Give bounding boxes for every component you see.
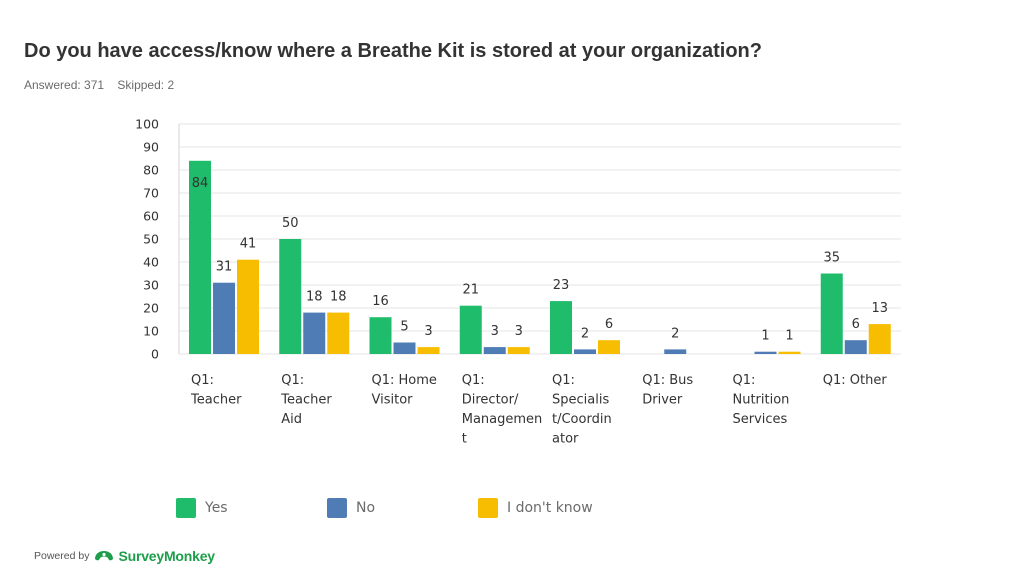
answered-count: Answered: 371 xyxy=(24,78,105,92)
bar-yes xyxy=(820,273,843,354)
bar-no xyxy=(303,312,326,354)
legend-item: Yes xyxy=(176,498,228,518)
data-label: 2 xyxy=(581,326,589,341)
data-label: 35 xyxy=(823,251,840,266)
data-label: 18 xyxy=(306,290,323,305)
chart-legend: Yes No I don't know xyxy=(0,498,1024,522)
bar-i-don-t-know xyxy=(417,347,440,354)
y-tick-label: 20 xyxy=(143,301,159,316)
data-label: 16 xyxy=(372,294,389,309)
data-label: 31 xyxy=(216,260,233,275)
bar-yes xyxy=(189,160,211,354)
data-label: 18 xyxy=(330,290,347,305)
bar-no xyxy=(213,282,235,354)
bar-chart: 0102030405060708090100843141Q1:Teacher50… xyxy=(135,117,901,447)
bar-i-don-t-know xyxy=(868,324,891,354)
legend-swatch xyxy=(478,498,498,518)
y-tick-label: 100 xyxy=(135,117,159,132)
data-label: 6 xyxy=(605,317,613,332)
response-stats: Answered: 371 Skipped: 2 xyxy=(24,78,184,92)
x-tick-label: Services xyxy=(733,412,788,427)
bar-i-don-t-know xyxy=(598,340,620,354)
y-tick-label: 40 xyxy=(143,255,159,270)
bar-i-don-t-know xyxy=(778,351,801,354)
legend-label: No xyxy=(356,500,376,516)
bar-i-don-t-know xyxy=(327,312,350,354)
data-label: 23 xyxy=(553,278,570,293)
bar-no xyxy=(574,349,596,354)
x-tick-label: Q1: xyxy=(191,373,214,388)
bar-yes xyxy=(550,301,572,354)
legend-item: No xyxy=(327,498,375,518)
data-label: 41 xyxy=(240,237,257,252)
x-tick-label: Teacher xyxy=(190,393,242,408)
legend-label: I don't know xyxy=(507,500,593,516)
bar-i-don-t-know xyxy=(237,259,259,354)
data-label: 13 xyxy=(871,301,888,316)
x-tick-label: Q1: xyxy=(281,373,304,388)
bar-i-don-t-know xyxy=(507,347,530,354)
data-label: 1 xyxy=(761,329,769,344)
powered-by-text: Powered by xyxy=(34,550,90,562)
x-tick-label: Q1: Home xyxy=(372,373,437,388)
bar-no xyxy=(483,347,506,354)
data-label: 84 xyxy=(192,176,209,191)
data-label: 6 xyxy=(852,317,860,332)
x-tick-label: Teacher xyxy=(280,393,332,408)
x-tick-label: Aid xyxy=(281,412,302,427)
data-label: 3 xyxy=(515,324,523,339)
x-tick-label: Driver xyxy=(642,393,683,408)
x-tick-label: t/Coordin xyxy=(552,412,612,427)
y-tick-label: 50 xyxy=(143,232,159,247)
data-label: 3 xyxy=(424,324,432,339)
data-label: 2 xyxy=(671,326,679,341)
bar-yes xyxy=(369,317,392,354)
x-tick-label: t xyxy=(462,432,467,447)
y-tick-label: 90 xyxy=(143,140,159,155)
y-tick-label: 30 xyxy=(143,278,159,293)
y-tick-label: 60 xyxy=(143,209,159,224)
y-tick-label: 70 xyxy=(143,186,159,201)
x-tick-label: Managemen xyxy=(462,412,543,427)
powered-by: Powered by SurveyMonkey xyxy=(34,548,215,564)
x-tick-label: ator xyxy=(552,432,579,447)
bar-yes xyxy=(279,239,302,354)
y-tick-label: 80 xyxy=(143,163,159,178)
x-tick-label: Q1: Bus xyxy=(642,373,693,388)
x-tick-label: Q1: Other xyxy=(823,373,888,388)
legend-swatch xyxy=(176,498,196,518)
x-tick-label: Director/ xyxy=(462,393,519,408)
legend-swatch xyxy=(327,498,347,518)
x-tick-label: Q1: xyxy=(552,373,575,388)
data-label: 50 xyxy=(282,216,299,231)
x-tick-label: Visitor xyxy=(372,393,414,408)
data-label: 21 xyxy=(462,283,479,298)
bar-no xyxy=(393,342,416,354)
bar-yes xyxy=(459,305,482,354)
x-tick-label: Q1: xyxy=(462,373,485,388)
legend-label: Yes xyxy=(205,500,228,516)
x-tick-label: Specialis xyxy=(552,393,609,408)
skipped-count: Skipped: 2 xyxy=(117,78,175,92)
bar-no xyxy=(844,340,867,354)
data-label: 5 xyxy=(400,320,408,335)
data-label: 3 xyxy=(491,324,499,339)
data-label: 1 xyxy=(785,329,793,344)
bar-no xyxy=(664,349,687,354)
x-tick-label: Q1: xyxy=(733,373,756,388)
bar-no xyxy=(754,351,777,354)
x-tick-label: Nutrition xyxy=(733,393,790,408)
surveymonkey-logo-icon xyxy=(95,551,114,561)
y-tick-label: 10 xyxy=(143,324,159,339)
brand-name: SurveyMonkey xyxy=(118,548,215,564)
y-tick-label: 0 xyxy=(151,347,159,362)
chart-title: Do you have access/know where a Breathe … xyxy=(24,40,762,62)
legend-item: I don't know xyxy=(478,498,593,518)
